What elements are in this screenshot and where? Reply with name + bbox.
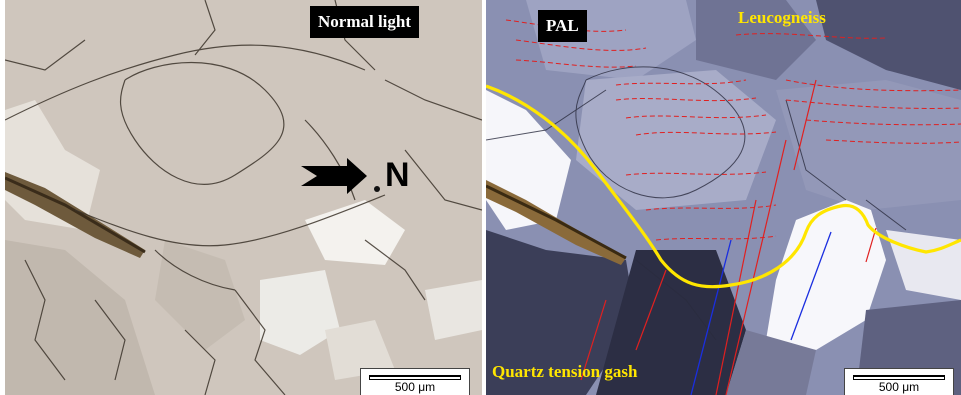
panel-label-normal-light: Normal light [310, 6, 420, 38]
scale-bar-right: 500 μm [844, 368, 954, 395]
normal-light-micrograph: N Normal light 500 μm [5, 0, 482, 395]
marker-letter: N [385, 156, 410, 194]
scale-bar-label: 500 μm [394, 380, 436, 394]
annotation-quartz-tension-gash: Quartz tension gash [492, 362, 638, 381]
pal-micrograph: PAL Leucogneiss Quartz tension gash 500 … [486, 0, 961, 395]
arrow-icon [301, 158, 367, 194]
scale-bar-label: 500 μm [878, 380, 920, 394]
annotation-leucogneiss: Leucogneiss [738, 8, 826, 27]
panel-label-pal: PAL [538, 10, 587, 42]
normal-light-image [5, 0, 482, 395]
scale-bar-left: 500 μm [360, 368, 470, 395]
pal-image [486, 0, 961, 395]
